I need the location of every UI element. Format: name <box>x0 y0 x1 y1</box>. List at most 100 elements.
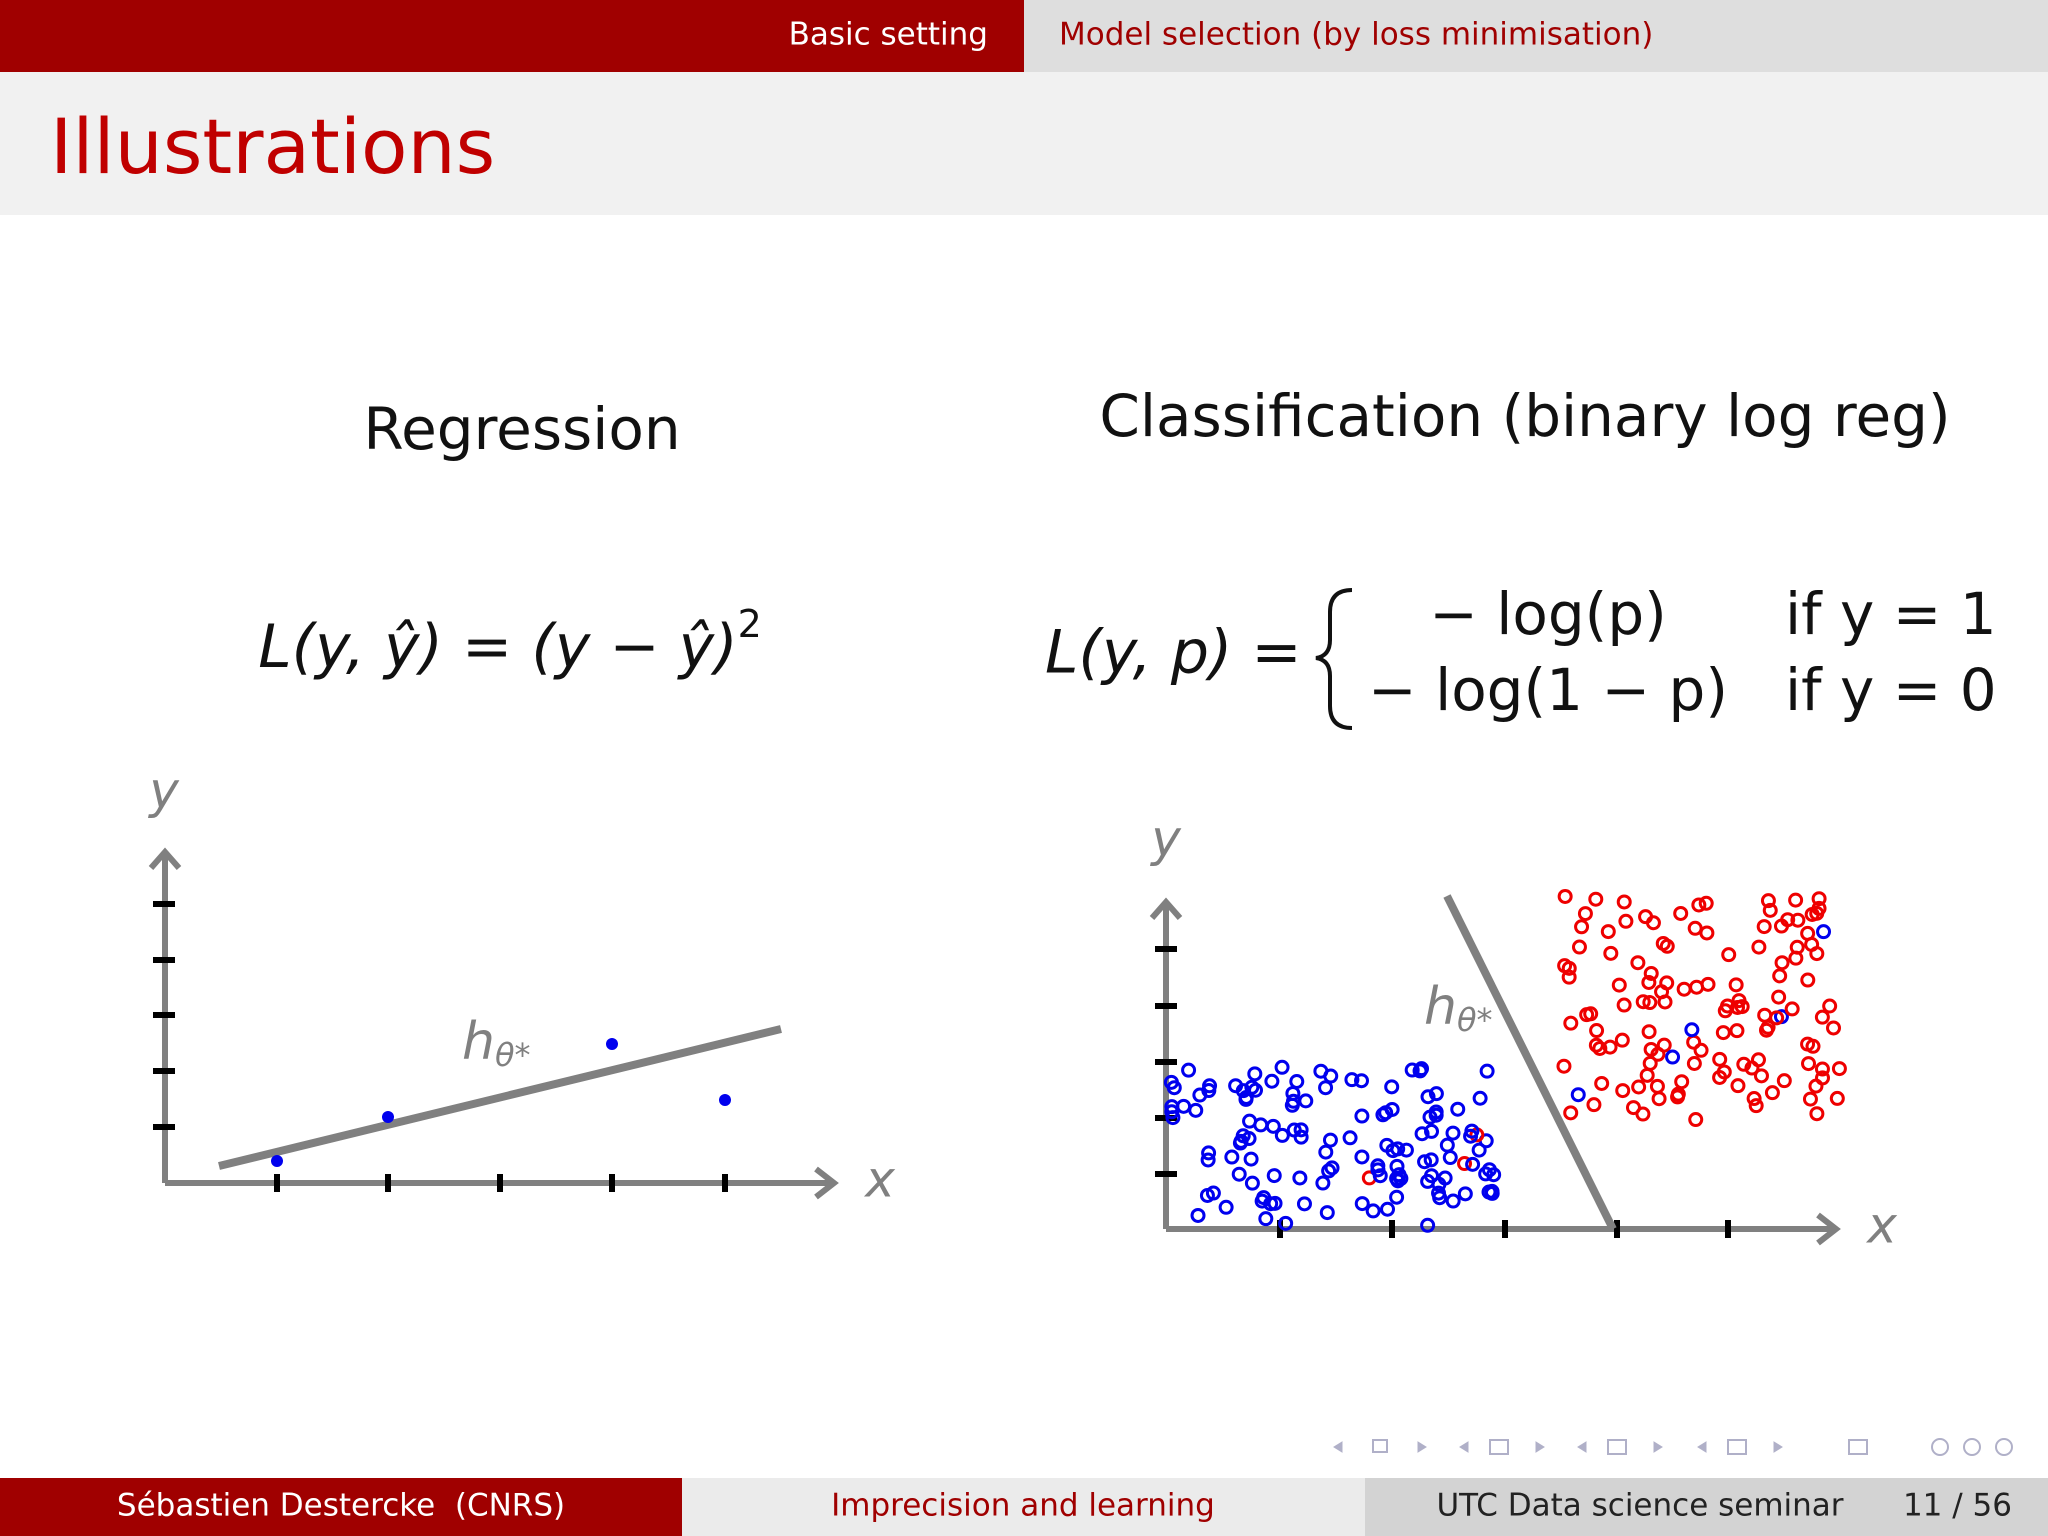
point <box>1242 1113 1258 1129</box>
point <box>1481 1162 1497 1178</box>
point <box>1243 1151 1259 1167</box>
point <box>1428 1086 1444 1102</box>
point <box>1313 1063 1329 1079</box>
point <box>1771 989 1787 1005</box>
point <box>1729 1023 1745 1039</box>
footer-event: UTC Data science seminar <box>1436 1488 1843 1524</box>
point <box>1417 1154 1433 1170</box>
point <box>1643 1041 1659 1057</box>
point <box>1264 1073 1280 1089</box>
point <box>1676 981 1692 997</box>
point <box>1389 1189 1405 1205</box>
nav-item[interactable]: Basic setting <box>789 17 988 53</box>
point <box>1788 892 1804 908</box>
point <box>1716 1064 1732 1080</box>
footer-bg <box>1365 1478 2048 1536</box>
point <box>1414 1061 1430 1077</box>
footer-author: Sébastien Destercke (CNRS) <box>117 1488 565 1524</box>
point <box>1285 1093 1301 1109</box>
arrow <box>1816 1212 1841 1246</box>
point <box>1746 1091 1762 1107</box>
axis-label: x <box>1865 1197 1897 1255</box>
point <box>1631 1079 1647 1095</box>
point <box>1344 1072 1360 1088</box>
point <box>1600 924 1616 940</box>
point <box>1318 1144 1334 1160</box>
point <box>1635 994 1651 1010</box>
point <box>1673 905 1689 921</box>
point <box>1563 1105 1579 1121</box>
point <box>1808 1078 1824 1094</box>
ticks <box>1155 946 1731 1238</box>
point <box>1603 945 1619 961</box>
point <box>1192 1087 1208 1103</box>
title-band <box>0 72 2048 215</box>
point <box>1641 1024 1657 1040</box>
point <box>1731 993 1747 1009</box>
heading: Classification (binary log reg) <box>1099 382 1950 450</box>
point <box>1715 1025 1731 1041</box>
model-base: h <box>1424 977 1457 1037</box>
model-sub: θ* <box>1457 1001 1493 1039</box>
point <box>1802 1091 1818 1107</box>
arrow <box>814 1166 839 1200</box>
case-expr: − log(1 − p) <box>1368 656 1728 724</box>
point <box>1744 1060 1760 1076</box>
nav-icons[interactable] <box>1333 1438 2013 1456</box>
point <box>1424 1123 1440 1139</box>
heading: Regression <box>363 395 680 463</box>
point <box>1563 1015 1579 1031</box>
model-line <box>218 1025 782 1170</box>
point <box>1319 1205 1335 1221</box>
point <box>1586 1097 1602 1113</box>
point <box>1684 1022 1700 1038</box>
axis-label: y <box>1149 810 1182 868</box>
point <box>1589 1023 1605 1039</box>
point <box>1721 947 1737 963</box>
point <box>1318 1080 1334 1096</box>
arrow <box>148 847 182 870</box>
point <box>1800 925 1816 941</box>
point <box>1748 1098 1764 1114</box>
point <box>1265 1118 1281 1134</box>
point <box>1218 1199 1234 1215</box>
point <box>1479 1063 1495 1079</box>
point <box>1274 1127 1290 1143</box>
point <box>1420 1173 1436 1189</box>
point <box>1698 895 1714 911</box>
point <box>1809 905 1825 921</box>
point <box>1384 1101 1400 1117</box>
point <box>1457 1156 1473 1172</box>
point <box>1594 1075 1610 1091</box>
point <box>1354 1196 1370 1212</box>
nav-item[interactable]: Model selection (by loss minimisation) <box>1059 17 1653 53</box>
point <box>1758 1022 1774 1038</box>
point <box>1670 1089 1686 1105</box>
point <box>1614 1032 1630 1048</box>
case-cond: if y = 0 <box>1785 656 1997 724</box>
brace <box>1315 588 1353 730</box>
point <box>1571 939 1587 955</box>
point <box>1437 1170 1453 1186</box>
regression-plot <box>148 847 839 1200</box>
point <box>1642 995 1658 1011</box>
point <box>1736 1056 1752 1072</box>
point <box>1789 939 1805 955</box>
nav-active-bg <box>0 0 1024 72</box>
point <box>1200 1152 1216 1168</box>
point <box>1315 1175 1331 1191</box>
model-sub: θ* <box>495 1036 531 1074</box>
footer-page: 11 / 56 <box>1903 1488 2012 1524</box>
point <box>1164 1104 1180 1120</box>
decision-boundary <box>1443 894 1617 1231</box>
point <box>1801 1056 1817 1072</box>
point <box>1557 888 1573 904</box>
point <box>1588 1037 1604 1053</box>
point <box>1266 1168 1282 1184</box>
point <box>1649 1078 1665 1094</box>
point <box>1712 1051 1728 1067</box>
point <box>1370 1158 1386 1174</box>
point <box>1465 1156 1481 1172</box>
point <box>1380 1201 1396 1217</box>
